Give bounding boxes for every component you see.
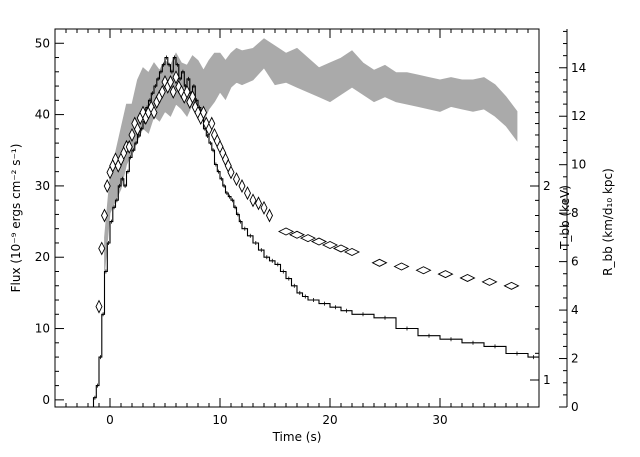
y-axis-radius: 0 2 4 6 8 10 12 14: [559, 30, 586, 414]
temperature-point: [172, 70, 180, 85]
x-axis: 0 10 20 30: [54, 29, 540, 427]
temperature-point: [254, 196, 263, 211]
y-tick-label: 50: [35, 36, 50, 50]
radius-band-series: [104, 38, 518, 274]
temperature-point: [103, 178, 111, 194]
temperature-point: [260, 200, 268, 215]
temperature-point: [321, 240, 339, 249]
temperature-point: [459, 273, 476, 282]
temperature-point: [188, 89, 197, 104]
temperature-point: [243, 186, 252, 201]
radius-tick-label: 0: [571, 400, 579, 414]
temperature-point: [232, 172, 241, 187]
radius-axis-label: R_bb (km/d₁₀ kpc): [601, 168, 615, 276]
radius-tick-label: 6: [571, 255, 579, 269]
temperature-point: [128, 127, 136, 142]
radius-tick-label: 4: [571, 303, 579, 317]
temperature-point: [393, 262, 410, 271]
temperature-point: [238, 178, 246, 194]
temperature-point: [98, 241, 106, 256]
temperature-point: [371, 258, 388, 267]
radius-tick-label: 8: [571, 206, 579, 220]
temperature-point: [265, 208, 274, 223]
temperature-point: [310, 237, 328, 246]
temperature-point: [415, 266, 432, 275]
x-tick-label: 10: [212, 413, 227, 427]
temperature-point: [332, 244, 350, 253]
temperature-point: [503, 281, 520, 290]
radius-tick-label: 10: [571, 158, 586, 172]
temperature-point: [169, 84, 177, 99]
y-axis-label: Flux (10⁻⁹ ergs cm⁻² s⁻¹): [9, 144, 23, 293]
temperature-point: [299, 234, 317, 243]
x-tick-label: 20: [322, 413, 337, 427]
temperature-point: [208, 116, 216, 131]
radius-band: [104, 38, 518, 274]
y-axis-temperature: 12: [530, 72, 551, 387]
temperature-point: [343, 247, 361, 256]
temperature-axis-label: T_bb (keV): [558, 185, 572, 250]
temperature-point: [437, 270, 454, 279]
temperature-point: [133, 122, 142, 137]
x-tick-label: 30: [432, 413, 447, 427]
temperature-tick-label: 2: [543, 179, 551, 193]
temperature-point: [150, 105, 158, 120]
radius-tick-label: 12: [571, 109, 586, 123]
radius-tick-label: 14: [571, 61, 586, 75]
temperature-point: [288, 230, 306, 239]
y-tick-label: 30: [35, 179, 50, 193]
temperature-tick-label: 1: [543, 373, 551, 387]
x-tick-label: 0: [106, 413, 114, 427]
temperature-point: [100, 208, 109, 223]
y-tick-label: 20: [35, 250, 50, 264]
temperature-point: [277, 227, 295, 236]
y-tick-label: 10: [35, 322, 50, 336]
y-axis-flux: 0 10 20 30 40 50: [35, 28, 64, 407]
temperature-point: [158, 84, 166, 99]
temperature-diamond-series: [95, 70, 520, 314]
temperature-point: [125, 139, 133, 154]
temperature-point: [249, 193, 257, 208]
temperature-point: [166, 74, 175, 90]
radius-tick-label: 2: [571, 352, 579, 366]
temperature-point: [199, 105, 208, 120]
y-tick-label: 40: [35, 108, 50, 122]
x-axis-label: Time (s): [272, 430, 322, 444]
y-tick-label: 0: [42, 393, 50, 407]
temperature-point: [227, 165, 235, 180]
temperature-point: [95, 299, 103, 314]
temperature-point: [481, 277, 498, 286]
temperature-point: [183, 84, 191, 99]
